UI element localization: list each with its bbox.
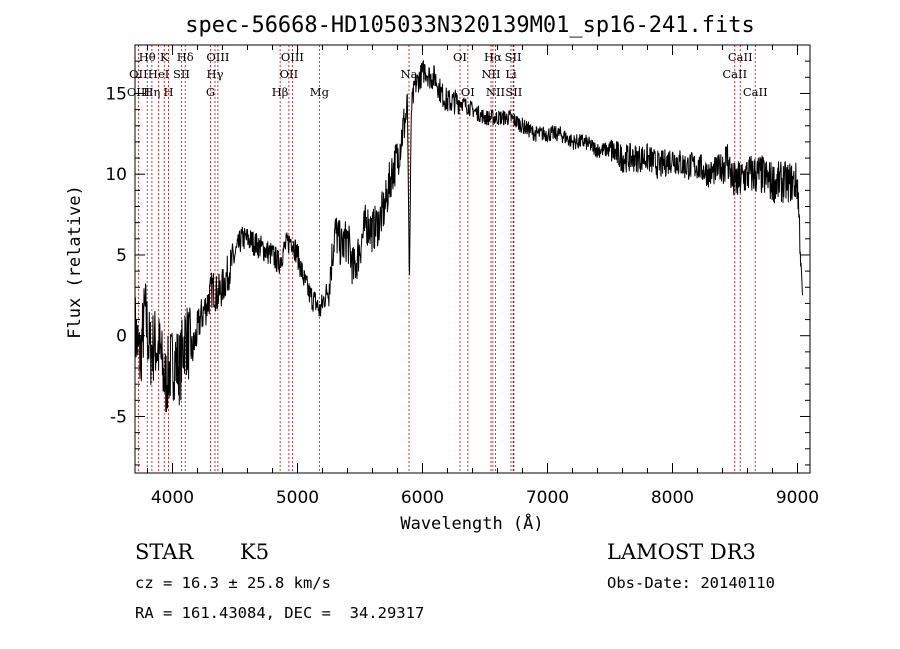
x-tick-label: 4000 bbox=[151, 488, 194, 508]
line-label: Na bbox=[401, 67, 418, 81]
y-tick-label: -5 bbox=[110, 407, 127, 427]
chart-title: spec-56668-HD105033N320139M01_sp16-241.f… bbox=[185, 13, 755, 38]
line-label: Hδ bbox=[177, 50, 194, 64]
line-label: CaII bbox=[728, 50, 753, 64]
x-tick-label: 8000 bbox=[651, 488, 694, 508]
line-label: Mg bbox=[310, 85, 330, 99]
x-tick-label: 6000 bbox=[401, 488, 444, 508]
y-tick-label: 5 bbox=[116, 246, 127, 266]
coordinates: RA = 161.43084, DEC = 34.29317 bbox=[135, 604, 425, 622]
line-label: SII bbox=[173, 67, 190, 81]
line-label: Hθ bbox=[139, 50, 156, 64]
line-label: Hβ bbox=[272, 85, 289, 99]
x-tick-label: 7000 bbox=[526, 488, 569, 508]
line-label: OIII bbox=[281, 50, 304, 64]
redshift-readout: cz = 16.3 ± 25.8 km/s bbox=[135, 574, 331, 592]
line-label: SII bbox=[505, 85, 522, 99]
y-tick-label: 0 bbox=[116, 327, 127, 347]
line-label: SII bbox=[505, 50, 522, 64]
line-markers bbox=[137, 45, 756, 473]
line-label: CaII bbox=[722, 67, 747, 81]
line-label: OI bbox=[461, 85, 475, 99]
y-axis-label: Flux (relative) bbox=[65, 185, 85, 339]
x-tick-label: 9000 bbox=[776, 488, 819, 508]
line-label: OII bbox=[280, 67, 299, 81]
line-label: NII bbox=[486, 85, 505, 99]
line-label: Hα bbox=[484, 50, 502, 64]
line-label: OII bbox=[129, 67, 148, 81]
x-axis-ticks: 4000 5000 6000 7000 8000 9000 bbox=[147, 45, 819, 508]
x-tick-label: 5000 bbox=[276, 488, 319, 508]
line-label: H bbox=[163, 85, 173, 99]
survey-name: LAMOST DR3 bbox=[607, 540, 756, 564]
line-label: Hη bbox=[143, 85, 160, 99]
object-subclass: K5 bbox=[240, 540, 270, 564]
y-tick-label: 15 bbox=[105, 84, 127, 104]
line-label: OIII bbox=[206, 50, 229, 64]
line-label: G bbox=[206, 85, 215, 99]
line-label: CaII bbox=[743, 85, 768, 99]
line-label: Li bbox=[505, 67, 517, 81]
spectrum-line bbox=[134, 59, 803, 413]
object-class: STAR bbox=[135, 540, 194, 564]
obs-date: Obs-Date: 20140110 bbox=[607, 574, 775, 592]
line-label: HeI bbox=[148, 67, 169, 81]
y-axis-ticks: -5 0 5 10 15 bbox=[105, 44, 810, 466]
line-label: OI bbox=[453, 50, 467, 64]
line-label: Hγ bbox=[207, 67, 224, 81]
line-label: K bbox=[160, 50, 169, 64]
y-tick-label: 10 bbox=[105, 165, 127, 185]
line-label: NII bbox=[481, 67, 500, 81]
line-label: OIII bbox=[127, 85, 150, 99]
x-axis-label: Wavelength (Å) bbox=[400, 512, 543, 534]
